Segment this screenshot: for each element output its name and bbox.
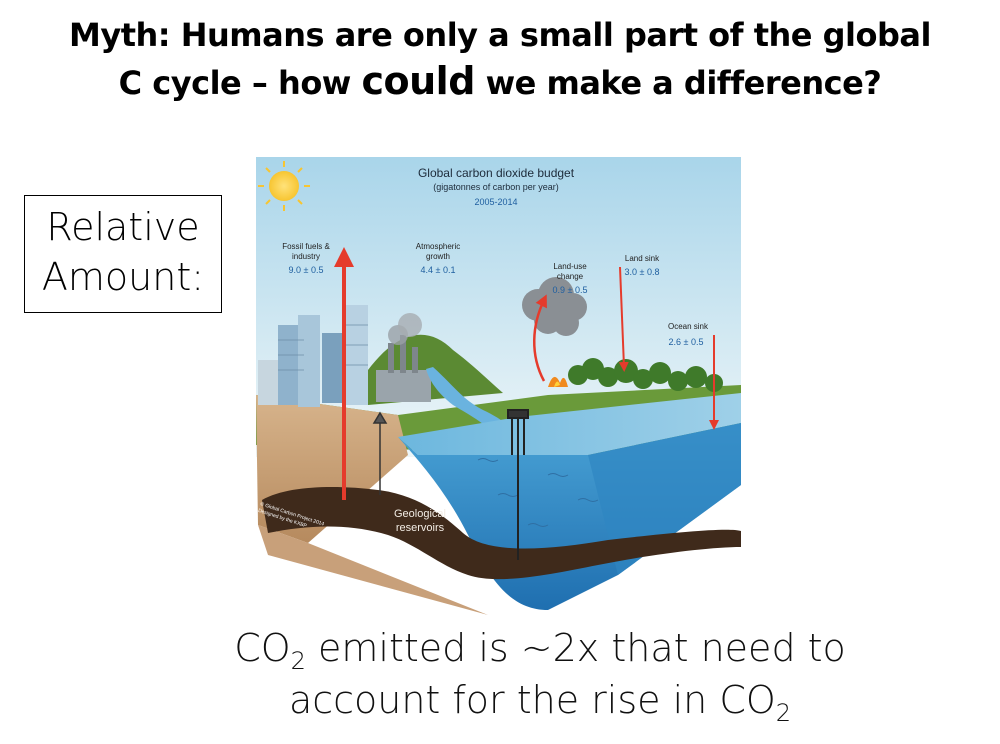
oceansink-label: Ocean sink xyxy=(668,322,709,331)
slide-title: Myth: Humans are only a small part of th… xyxy=(0,12,1000,106)
atmos-value: 4.4 ± 0.1 xyxy=(421,265,456,275)
atmos-label-1: Atmospheric xyxy=(416,242,460,251)
fossil-label-1: Fossil fuels & xyxy=(282,242,330,251)
factory xyxy=(376,313,431,402)
oil-derrick-icon xyxy=(372,411,388,495)
city-buildings xyxy=(258,305,368,407)
diagram-period: 2005-2014 xyxy=(474,197,517,207)
relative-label: Relative xyxy=(46,205,200,249)
landsink-value: 3.0 ± 0.8 xyxy=(625,267,660,277)
bottom-caption: CO2 emitted is ~2x that need to account … xyxy=(150,622,930,726)
amount-label: Amount: xyxy=(41,255,205,299)
landuse-value: 0.9 ± 0.5 xyxy=(553,285,588,295)
oil-platform-icon xyxy=(507,409,529,560)
land-use-arrow xyxy=(533,294,547,382)
title-line-2: C cycle – how could we make a difference… xyxy=(0,58,1000,106)
oceansink-value: 2.6 ± 0.5 xyxy=(669,337,704,347)
ocean-side xyxy=(588,423,741,575)
title-line-2-start: C cycle – how xyxy=(118,64,362,102)
carbon-budget-diagram: Global carbon dioxide budget (gigatonnes… xyxy=(256,157,741,615)
caption-subscript-2: 2 xyxy=(775,699,792,727)
caption-line-1: CO2 emitted is ~2x that need to xyxy=(150,622,930,674)
reservoir-label-2: reservoirs xyxy=(396,522,445,534)
reservoir-label-1: Geological xyxy=(394,508,446,520)
relative-amount-box: Relative Amount: xyxy=(24,195,222,313)
geological-reservoir xyxy=(262,487,741,580)
ocean-surface xyxy=(398,393,741,455)
title-emphasis: could xyxy=(361,59,476,103)
title-line-1: Myth: Humans are only a small part of th… xyxy=(69,16,931,54)
sun-icon xyxy=(258,161,310,211)
landuse-label-1: Land-use xyxy=(553,262,587,271)
atmos-label-2: growth xyxy=(426,252,450,261)
ocean-waves xyxy=(477,458,599,527)
landsink-label: Land sink xyxy=(625,254,660,263)
fossil-label-2: industry xyxy=(292,252,320,261)
fossil-value: 9.0 ± 0.5 xyxy=(289,265,324,275)
fire-icon xyxy=(548,376,568,387)
landuse-label-2: change xyxy=(557,272,584,281)
soil-lower xyxy=(258,525,488,615)
title-line-2-end: we make a difference? xyxy=(474,64,882,102)
land-sink-arrow xyxy=(618,266,629,372)
diagram-title: Global carbon dioxide budget xyxy=(418,166,575,180)
caption-co2-text: CO xyxy=(234,626,291,670)
diagram-subtitle: (gigatonnes of carbon per year) xyxy=(433,182,559,192)
caption-line-2: account for the rise in CO2 xyxy=(150,674,930,726)
caption-line-1-rest: emitted is ~2x that need to xyxy=(305,626,846,670)
caption-subscript: 2 xyxy=(290,647,306,675)
caption-line-2-text: account for the rise in CO xyxy=(288,678,776,722)
